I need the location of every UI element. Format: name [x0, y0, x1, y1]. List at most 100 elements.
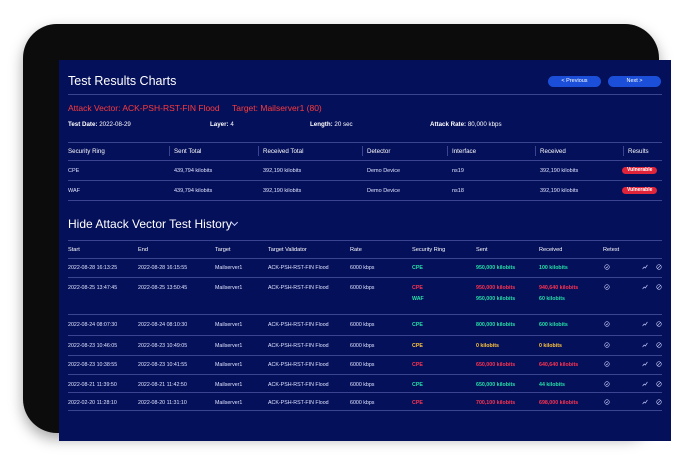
chart-icon[interactable]	[642, 381, 648, 387]
history-toggle[interactable]: Hide Attack Vector Test History	[68, 217, 232, 231]
block-icon[interactable]	[656, 264, 662, 270]
end-time: 2022-08-20 11:31:10	[138, 400, 187, 406]
retest-icon[interactable]	[604, 381, 610, 387]
end-time: 2022-08-24 08:10:30	[138, 322, 188, 328]
retest-icon[interactable]	[604, 321, 610, 327]
security-ring: CPE	[412, 265, 423, 271]
summary-col-sent: Sent Total	[174, 148, 202, 155]
received-value: 44 kilobits	[539, 382, 565, 388]
end-time: 2022-08-23 10:41:55	[138, 362, 188, 368]
divider	[68, 180, 662, 181]
block-icon[interactable]	[656, 381, 662, 387]
target-validator: ACK-PSH-RST-FIN Flood	[268, 362, 329, 368]
app-screen: Test Results Charts < Previous Next > At…	[59, 60, 671, 441]
chart-icon[interactable]	[642, 342, 648, 348]
rate: 6000 kbps	[350, 265, 375, 271]
block-icon[interactable]	[656, 361, 662, 367]
end-time: 2022-08-28 16:15:55	[138, 265, 188, 271]
target-validator: ACK-PSH-RST-FIN Flood	[268, 382, 329, 388]
block-icon[interactable]	[656, 399, 662, 405]
start-time: 2022-08-23 10:38:55	[68, 362, 118, 368]
block-icon[interactable]	[656, 284, 662, 290]
target: Mailserver1	[215, 362, 243, 368]
security-ring: CPE	[412, 343, 423, 349]
target-validator: ACK-PSH-RST-FIN Flood	[268, 400, 329, 406]
chart-icon[interactable]	[642, 399, 648, 405]
retest-icon[interactable]	[604, 342, 610, 348]
divider	[68, 200, 662, 201]
target-validator: ACK-PSH-RST-FIN Flood	[268, 285, 329, 291]
summary-col-detector: Detector	[367, 148, 391, 155]
divider	[68, 392, 662, 393]
target-validator: ACK-PSH-RST-FIN Flood	[268, 265, 329, 271]
previous-button[interactable]: < Previous	[548, 76, 601, 87]
start-time: 2022-02-20 11:28:10	[68, 400, 117, 406]
retest-icon[interactable]	[604, 284, 610, 290]
divider	[68, 314, 662, 315]
target: Mailserver1	[215, 400, 243, 406]
target: Mailserver1	[215, 322, 243, 328]
received-value: 940,640 kilobits	[539, 285, 579, 291]
end-time: 2022-08-23 10:49:05	[138, 343, 188, 349]
rate: 6000 kbps	[350, 322, 375, 328]
security-ring: CPE	[412, 400, 423, 406]
block-icon[interactable]	[656, 321, 662, 327]
sent-value: 800,000 kilobits	[476, 322, 516, 328]
attack-target: Target: Mailserver1 (80)	[232, 103, 322, 113]
vulnerable-badge: Vulnerable	[622, 187, 658, 194]
received-value: 60 kilobits	[539, 296, 565, 302]
start-time: 2022-08-23 10:46:05	[68, 343, 118, 349]
start-time: 2022-08-21 11:39:50	[68, 382, 117, 388]
chart-icon[interactable]	[642, 264, 648, 270]
target-validator: ACK-PSH-RST-FIN Flood	[268, 322, 329, 328]
target: Mailserver1	[215, 382, 243, 388]
summary-col-results: Results	[628, 148, 649, 155]
sent-value: 0 kilobits	[476, 343, 499, 349]
retest-icon[interactable]	[604, 361, 610, 367]
history-col-rate: Rate	[350, 247, 362, 253]
end-time: 2022-08-25 13:50:45	[138, 285, 188, 291]
start-time: 2022-08-28 16:13:25	[68, 265, 118, 271]
security-ring: CPE	[412, 362, 423, 368]
history-col-end: End	[138, 247, 148, 253]
divider	[68, 335, 662, 336]
vulnerable-badge: Vulnerable	[622, 167, 658, 174]
page-title: Test Results Charts	[68, 74, 177, 88]
block-icon[interactable]	[656, 342, 662, 348]
chart-icon[interactable]	[642, 361, 648, 367]
chart-icon[interactable]	[642, 284, 648, 290]
received-value: 100 kilobits	[539, 265, 568, 271]
summary-col-ring: Security Ring	[68, 148, 105, 155]
security-ring: CPE	[412, 322, 423, 328]
summary-table-top	[68, 142, 662, 143]
chart-icon[interactable]	[642, 321, 648, 327]
summary-header-rule	[68, 160, 662, 161]
chevron-down-icon[interactable]	[230, 218, 239, 227]
rate: 6000 kbps	[350, 343, 375, 349]
target: Mailserver1	[215, 285, 243, 291]
rate: 6000 kbps	[350, 382, 375, 388]
sent-value: 650,000 kilobits	[476, 382, 516, 388]
retest-icon[interactable]	[604, 264, 610, 270]
target-validator: ACK-PSH-RST-FIN Flood	[268, 343, 329, 349]
divider	[68, 94, 662, 95]
security-ring: WAF	[412, 296, 424, 302]
divider	[68, 410, 662, 411]
layer: Layer: 4	[210, 121, 234, 128]
received-value: 600 kilobits	[539, 322, 568, 328]
device-frame: Test Results Charts < Previous Next > At…	[23, 24, 671, 441]
history-col-validator: Target Validator	[268, 247, 307, 253]
received-value: 698,000 kilobits	[539, 400, 579, 406]
next-button[interactable]: Next >	[608, 76, 661, 87]
sent-value: 650,000 kilobits	[476, 362, 516, 368]
received-value: 640,640 kilobits	[539, 362, 579, 368]
end-time: 2022-08-21 11:42:50	[138, 382, 187, 388]
start-time: 2022-08-25 13:47:45	[68, 285, 118, 291]
history-col-received: Received	[539, 247, 563, 253]
history-col-ring: Security Ring	[412, 247, 446, 253]
summary-col-received-total: Received Total	[263, 148, 304, 155]
history-header-rule	[68, 258, 662, 259]
divider	[68, 355, 662, 356]
divider	[68, 277, 662, 278]
retest-icon[interactable]	[604, 399, 610, 405]
